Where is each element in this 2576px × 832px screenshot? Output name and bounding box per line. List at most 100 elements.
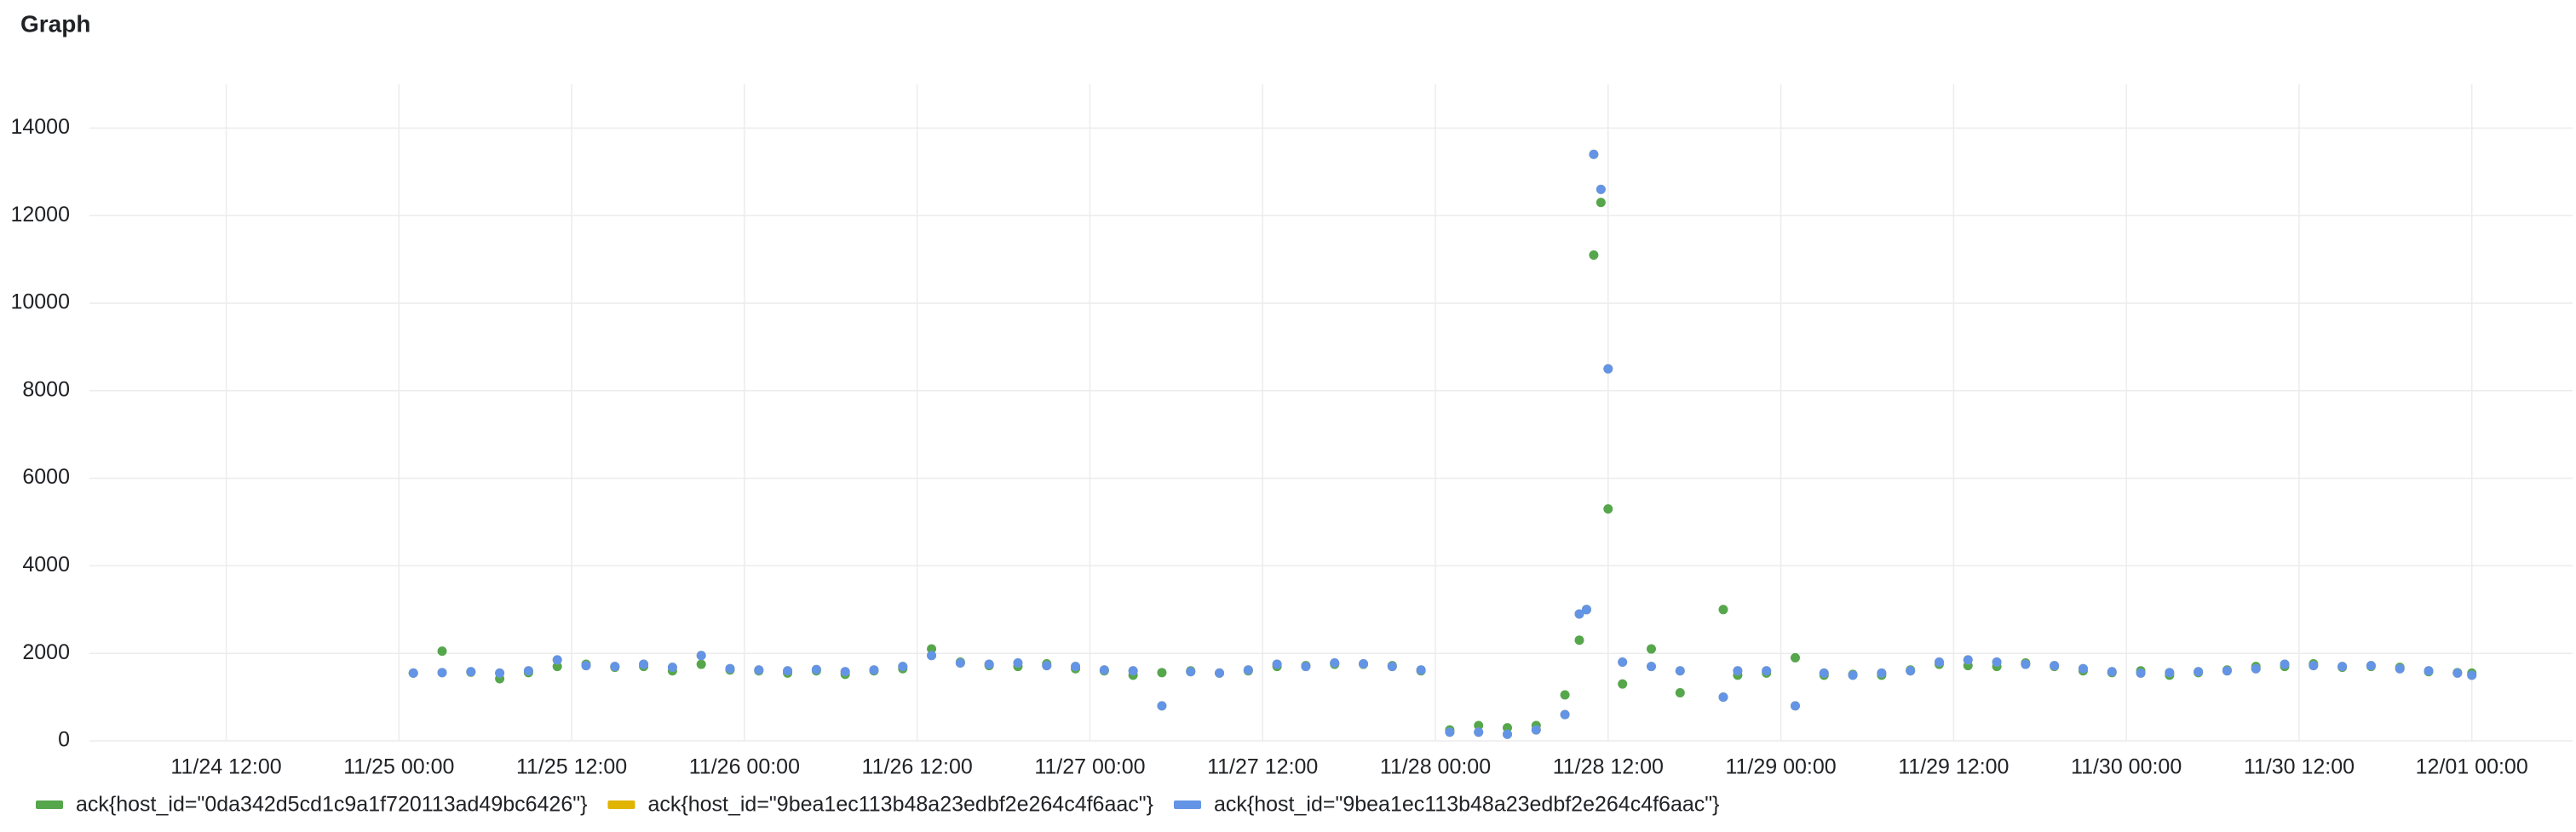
x-tick-label: 12/01 00:00 bbox=[2416, 755, 2528, 779]
data-point bbox=[1603, 504, 1613, 514]
data-point bbox=[2280, 659, 2290, 669]
data-point bbox=[1560, 690, 1570, 700]
legend-label: ack{host_id="9bea1ec113b48a23edbf2e264c4… bbox=[647, 793, 1153, 817]
data-point bbox=[523, 666, 533, 676]
x-tick-label: 11/26 00:00 bbox=[689, 755, 800, 779]
data-point bbox=[1416, 665, 1426, 675]
y-tick-label: 4000 bbox=[22, 553, 70, 577]
data-point bbox=[1790, 701, 1800, 711]
data-point bbox=[1589, 250, 1599, 260]
data-point bbox=[1675, 666, 1685, 676]
data-point bbox=[2424, 666, 2434, 676]
data-point bbox=[1618, 657, 1628, 667]
data-point bbox=[927, 651, 937, 661]
data-point bbox=[754, 665, 764, 675]
data-point bbox=[1718, 605, 1728, 615]
data-point bbox=[783, 666, 793, 676]
data-point bbox=[1596, 198, 1606, 208]
data-point bbox=[840, 667, 850, 677]
data-point bbox=[1042, 661, 1052, 671]
y-tick-label: 10000 bbox=[10, 290, 70, 314]
data-point bbox=[1445, 727, 1455, 737]
data-point bbox=[552, 655, 562, 665]
data-point bbox=[2452, 668, 2463, 678]
data-point bbox=[1301, 662, 1311, 672]
data-point bbox=[1646, 662, 1656, 672]
data-point bbox=[1474, 727, 1484, 737]
data-point bbox=[1215, 668, 1225, 678]
data-point bbox=[898, 662, 908, 672]
data-point bbox=[1877, 668, 1887, 678]
data-point bbox=[1675, 687, 1685, 697]
x-tick-label: 11/25 00:00 bbox=[343, 755, 454, 779]
data-point bbox=[1560, 709, 1570, 720]
data-point bbox=[1934, 657, 1944, 667]
data-point bbox=[1071, 662, 1081, 672]
data-point bbox=[552, 662, 562, 672]
data-point bbox=[2222, 666, 2232, 676]
data-point bbox=[1618, 679, 1628, 689]
data-point bbox=[927, 644, 937, 654]
data-point bbox=[1589, 149, 1599, 159]
data-point bbox=[1503, 729, 1513, 739]
data-point bbox=[1646, 644, 1656, 654]
data-point bbox=[696, 651, 706, 661]
data-point bbox=[2165, 668, 2175, 678]
data-point bbox=[696, 659, 706, 669]
data-point bbox=[1574, 635, 1584, 646]
data-point bbox=[725, 663, 735, 674]
y-tick-label: 14000 bbox=[10, 115, 70, 139]
data-point bbox=[1603, 364, 1613, 374]
chart-title: Graph bbox=[20, 10, 90, 37]
data-point bbox=[1474, 720, 1484, 731]
data-point bbox=[1128, 666, 1138, 676]
data-point bbox=[955, 658, 965, 668]
y-tick-label: 2000 bbox=[22, 640, 70, 664]
data-point bbox=[2309, 661, 2319, 671]
data-point bbox=[869, 665, 879, 675]
x-tick-label: 11/28 00:00 bbox=[1380, 755, 1491, 779]
x-tick-label: 11/27 00:00 bbox=[1034, 755, 1145, 779]
data-point bbox=[2337, 662, 2348, 672]
x-tick-label: 11/24 12:00 bbox=[170, 755, 281, 779]
legend-swatch bbox=[1173, 800, 1201, 809]
data-point bbox=[1359, 659, 1369, 669]
data-point bbox=[581, 661, 591, 671]
data-point bbox=[466, 667, 476, 677]
data-point bbox=[2366, 661, 2376, 671]
data-point bbox=[2136, 668, 2146, 678]
data-point bbox=[1157, 701, 1167, 711]
data-point bbox=[2078, 663, 2088, 674]
data-point bbox=[2021, 659, 2031, 669]
data-point bbox=[1186, 667, 1196, 677]
x-tick-label: 11/29 12:00 bbox=[1898, 755, 2009, 779]
data-point bbox=[1013, 658, 1023, 668]
data-point bbox=[437, 646, 447, 657]
legend-swatch bbox=[607, 800, 635, 809]
data-point bbox=[1531, 725, 1541, 735]
y-tick-label: 0 bbox=[58, 728, 70, 752]
data-point bbox=[667, 663, 677, 673]
y-tick-label: 8000 bbox=[22, 377, 70, 401]
data-point bbox=[610, 662, 620, 672]
data-point bbox=[1963, 655, 1973, 665]
data-point bbox=[1272, 659, 1282, 669]
x-tick-label: 11/28 12:00 bbox=[1553, 755, 1664, 779]
data-point bbox=[2107, 667, 2117, 677]
data-point bbox=[1581, 605, 1591, 615]
x-tick-label: 11/29 00:00 bbox=[1725, 755, 1836, 779]
x-tick-label: 11/25 12:00 bbox=[516, 755, 627, 779]
data-point bbox=[1596, 184, 1606, 194]
data-point bbox=[2395, 663, 2405, 674]
data-point bbox=[1848, 670, 1858, 680]
data-point bbox=[639, 659, 649, 669]
data-point bbox=[1330, 658, 1340, 668]
y-tick-label: 12000 bbox=[10, 203, 70, 227]
data-point bbox=[408, 668, 418, 678]
data-point bbox=[1790, 652, 1800, 663]
data-point bbox=[1503, 723, 1513, 733]
legend-label: ack{host_id="9bea1ec113b48a23edbf2e264c4… bbox=[1214, 793, 1720, 817]
data-point bbox=[437, 668, 447, 678]
data-point bbox=[2467, 670, 2477, 680]
x-tick-label: 11/26 12:00 bbox=[862, 755, 973, 779]
